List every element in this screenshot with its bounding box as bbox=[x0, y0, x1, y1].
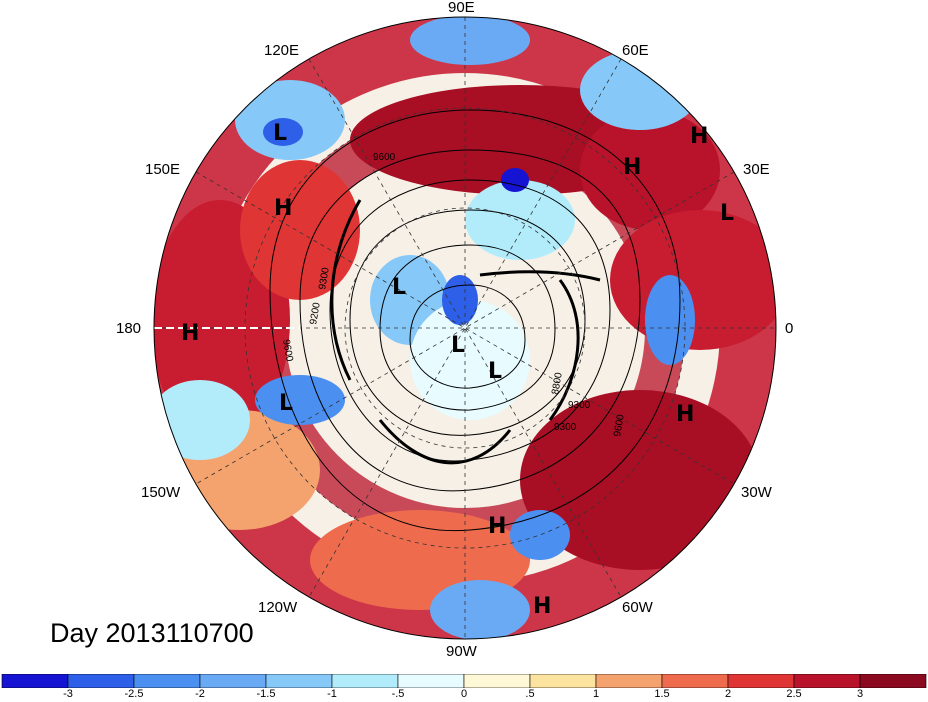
contour-label: 9300 bbox=[317, 266, 332, 290]
high-center: H bbox=[488, 514, 506, 539]
colorbar-tick-label: -1 bbox=[327, 688, 337, 700]
jet-bundle bbox=[330, 199, 601, 465]
low-center: L bbox=[488, 359, 502, 384]
contour-label: 9600 bbox=[373, 152, 396, 163]
colorbar-tick-label: 2.5 bbox=[786, 688, 802, 700]
high-center: H bbox=[676, 402, 694, 427]
colorbar-tick-label: 2 bbox=[724, 688, 732, 700]
colorbar-swatch bbox=[463, 674, 531, 688]
high-center: H bbox=[533, 594, 551, 619]
low-center: L bbox=[451, 333, 465, 358]
colorbar-swatch bbox=[859, 674, 927, 688]
colorbar-swatch bbox=[67, 674, 135, 688]
high-center: H bbox=[274, 196, 292, 221]
colorbar-tick-label: 0 bbox=[460, 688, 468, 700]
colorbar-tick-label: 1.5 bbox=[654, 688, 670, 700]
pressure-centers: L H H L L L L H H H H H L bbox=[181, 121, 734, 619]
colorbar-tick-label: -3 bbox=[63, 688, 73, 700]
low-center: L bbox=[273, 121, 287, 146]
contour-labels: 9600 9300 9200 9300 9600 8800 9300 9600 bbox=[280, 152, 627, 438]
lon-label-90w: 90W bbox=[446, 643, 478, 660]
lon-label-150w: 150W bbox=[141, 484, 181, 501]
colorbar-tick-label: 3 bbox=[856, 688, 864, 700]
colorbar-swatch bbox=[595, 674, 663, 688]
colorbar-swatch bbox=[331, 674, 399, 688]
low-center: L bbox=[279, 391, 293, 416]
longitude-labels: 90E 60E 30E 0 30W 60W 90W 120W 150W 180 … bbox=[116, 0, 793, 660]
contour-label: 8800 bbox=[550, 371, 565, 395]
contour-label: 9300 bbox=[554, 422, 577, 433]
lon-label-60e: 60E bbox=[622, 42, 649, 59]
colorbar-tick-label: .5 bbox=[525, 688, 535, 700]
high-center: H bbox=[623, 155, 641, 180]
colorbar-swatch bbox=[265, 674, 333, 688]
colorbar-swatch bbox=[529, 674, 597, 688]
high-center: H bbox=[690, 124, 708, 149]
colorbar-tick-label: -2.5 bbox=[124, 688, 144, 700]
colorbar-tick-label: -1.5 bbox=[256, 688, 276, 700]
colorbar bbox=[1, 674, 927, 688]
lon-label-30w: 30W bbox=[741, 484, 773, 501]
colorbar-tick-label: 1 bbox=[592, 688, 600, 700]
colorbar-tick-label: -2 bbox=[195, 688, 205, 700]
colorbar-swatch bbox=[1, 674, 69, 688]
lon-label-90e: 90E bbox=[448, 0, 475, 16]
colorbar-swatch bbox=[793, 674, 861, 688]
colorbar-tick-label: -.5 bbox=[391, 688, 405, 700]
colorbar-swatch bbox=[397, 674, 465, 688]
lon-label-30e: 30E bbox=[743, 161, 770, 178]
lon-label-0: 0 bbox=[785, 320, 793, 337]
lon-label-150e: 150E bbox=[145, 161, 180, 178]
low-center: L bbox=[392, 275, 406, 300]
lon-label-180: 180 bbox=[116, 320, 141, 337]
contour-label: 9600 bbox=[280, 339, 295, 363]
day-label: Day 2013110700 bbox=[50, 618, 254, 648]
lon-label-60w: 60W bbox=[622, 599, 654, 616]
colorbar-swatch bbox=[199, 674, 267, 688]
contour-label: 9300 bbox=[568, 400, 591, 411]
high-center: H bbox=[181, 321, 199, 346]
colorbar-swatch bbox=[133, 674, 201, 688]
lon-label-120e: 120E bbox=[264, 42, 299, 59]
colorbar-swatch bbox=[727, 674, 795, 688]
map-boundary bbox=[153, 16, 777, 640]
contour-label: 9600 bbox=[612, 413, 627, 437]
lon-label-120w: 120W bbox=[258, 599, 298, 616]
anomaly-field bbox=[154, 17, 776, 639]
low-center: L bbox=[720, 201, 734, 226]
colorbar-swatch bbox=[661, 674, 729, 688]
contour-label: 9200 bbox=[308, 301, 323, 325]
